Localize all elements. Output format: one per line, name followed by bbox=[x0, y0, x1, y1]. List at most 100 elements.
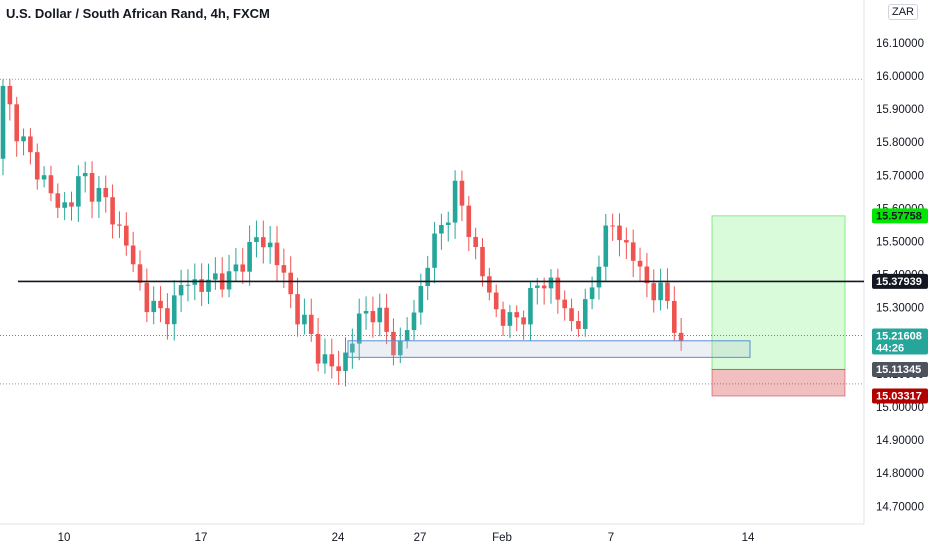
candle bbox=[7, 85, 13, 105]
candle bbox=[589, 287, 595, 300]
y-tick-label: 14.80000 bbox=[876, 468, 924, 480]
current-badge bbox=[872, 328, 928, 355]
chart-title: U.S. Dollar / South African Rand, 4h, FX… bbox=[6, 6, 270, 21]
y-tick-label: 15.70000 bbox=[876, 170, 924, 182]
candle bbox=[507, 312, 513, 326]
candle bbox=[28, 136, 33, 153]
candle bbox=[185, 284, 191, 286]
candle bbox=[637, 260, 643, 267]
target-zone bbox=[711, 215, 846, 370]
candle bbox=[480, 246, 485, 277]
candle bbox=[322, 354, 328, 364]
candle bbox=[0, 85, 6, 159]
y-tick-label: 16.00000 bbox=[876, 71, 924, 83]
candle bbox=[521, 317, 526, 325]
candle bbox=[610, 225, 615, 227]
stop-zone bbox=[711, 368, 846, 397]
candle bbox=[151, 300, 156, 313]
candle bbox=[569, 308, 574, 322]
y-tick-label: 16.10000 bbox=[876, 38, 924, 50]
y-tick-label: 15.50000 bbox=[876, 237, 924, 249]
candle bbox=[644, 266, 650, 284]
candle bbox=[630, 242, 636, 261]
target-badge-label: 15.57758 bbox=[876, 210, 922, 222]
candle bbox=[329, 354, 335, 367]
candle bbox=[96, 187, 102, 202]
candle bbox=[398, 340, 403, 356]
candle bbox=[336, 366, 341, 371]
candle bbox=[178, 285, 184, 296]
current-badge-timer: 44:26 bbox=[876, 342, 904, 354]
currency-button[interactable]: ZAR bbox=[888, 4, 918, 20]
candle bbox=[34, 152, 40, 180]
candle bbox=[535, 285, 540, 288]
candle bbox=[315, 333, 321, 364]
candle bbox=[48, 175, 54, 194]
candle bbox=[603, 225, 609, 267]
candle bbox=[343, 352, 348, 371]
candle bbox=[562, 299, 567, 309]
x-tick-label: 17 bbox=[195, 532, 208, 544]
candle bbox=[665, 282, 670, 301]
candle bbox=[672, 300, 677, 333]
candle bbox=[493, 292, 499, 310]
x-tick-label: 10 bbox=[58, 532, 71, 544]
candle bbox=[541, 285, 547, 289]
candle bbox=[158, 300, 163, 309]
stop-badge bbox=[872, 388, 928, 404]
candle bbox=[110, 197, 115, 225]
candle bbox=[302, 314, 307, 325]
candle bbox=[55, 193, 61, 208]
candle bbox=[528, 287, 533, 325]
candle bbox=[281, 265, 287, 273]
candle bbox=[62, 202, 67, 208]
candle bbox=[267, 242, 273, 248]
candle bbox=[103, 187, 109, 198]
candle bbox=[295, 294, 300, 325]
y-tick-label: 15.90000 bbox=[876, 104, 924, 116]
candle bbox=[247, 241, 252, 272]
candle bbox=[308, 314, 314, 334]
candle bbox=[254, 237, 259, 242]
demand-zone bbox=[347, 340, 751, 358]
candle bbox=[500, 309, 506, 326]
candle bbox=[391, 331, 396, 356]
current-badge-label: 15.21608 bbox=[876, 330, 922, 342]
x-tick-label: 14 bbox=[742, 532, 755, 544]
candle bbox=[41, 175, 47, 180]
candle bbox=[199, 279, 204, 292]
candle bbox=[432, 233, 437, 268]
candle bbox=[555, 277, 561, 300]
candle bbox=[459, 180, 465, 206]
candle bbox=[651, 283, 657, 301]
candle bbox=[576, 321, 581, 329]
candle bbox=[117, 224, 122, 226]
candle bbox=[165, 308, 170, 325]
candle bbox=[144, 282, 150, 313]
candle bbox=[350, 343, 355, 353]
x-tick-label: 24 bbox=[332, 532, 345, 544]
candle bbox=[363, 311, 369, 314]
candle bbox=[76, 176, 81, 207]
candle bbox=[233, 264, 239, 272]
candle bbox=[171, 295, 177, 325]
candle bbox=[582, 299, 588, 329]
candle bbox=[411, 312, 417, 331]
candle bbox=[425, 267, 430, 286]
candle bbox=[261, 237, 266, 248]
resistance-badge bbox=[872, 273, 928, 289]
candle bbox=[418, 285, 424, 313]
resistance-badge-label: 15.37939 bbox=[876, 276, 922, 288]
candle bbox=[384, 307, 389, 332]
candle bbox=[473, 236, 478, 247]
candle bbox=[617, 225, 622, 241]
x-tick-label: 7 bbox=[608, 532, 614, 544]
candle bbox=[356, 313, 362, 344]
candle bbox=[89, 173, 95, 202]
entry-badge bbox=[872, 361, 928, 377]
candle bbox=[206, 279, 211, 292]
candle bbox=[377, 307, 383, 323]
candle bbox=[69, 202, 74, 207]
y-tick-label: 14.70000 bbox=[876, 501, 924, 513]
